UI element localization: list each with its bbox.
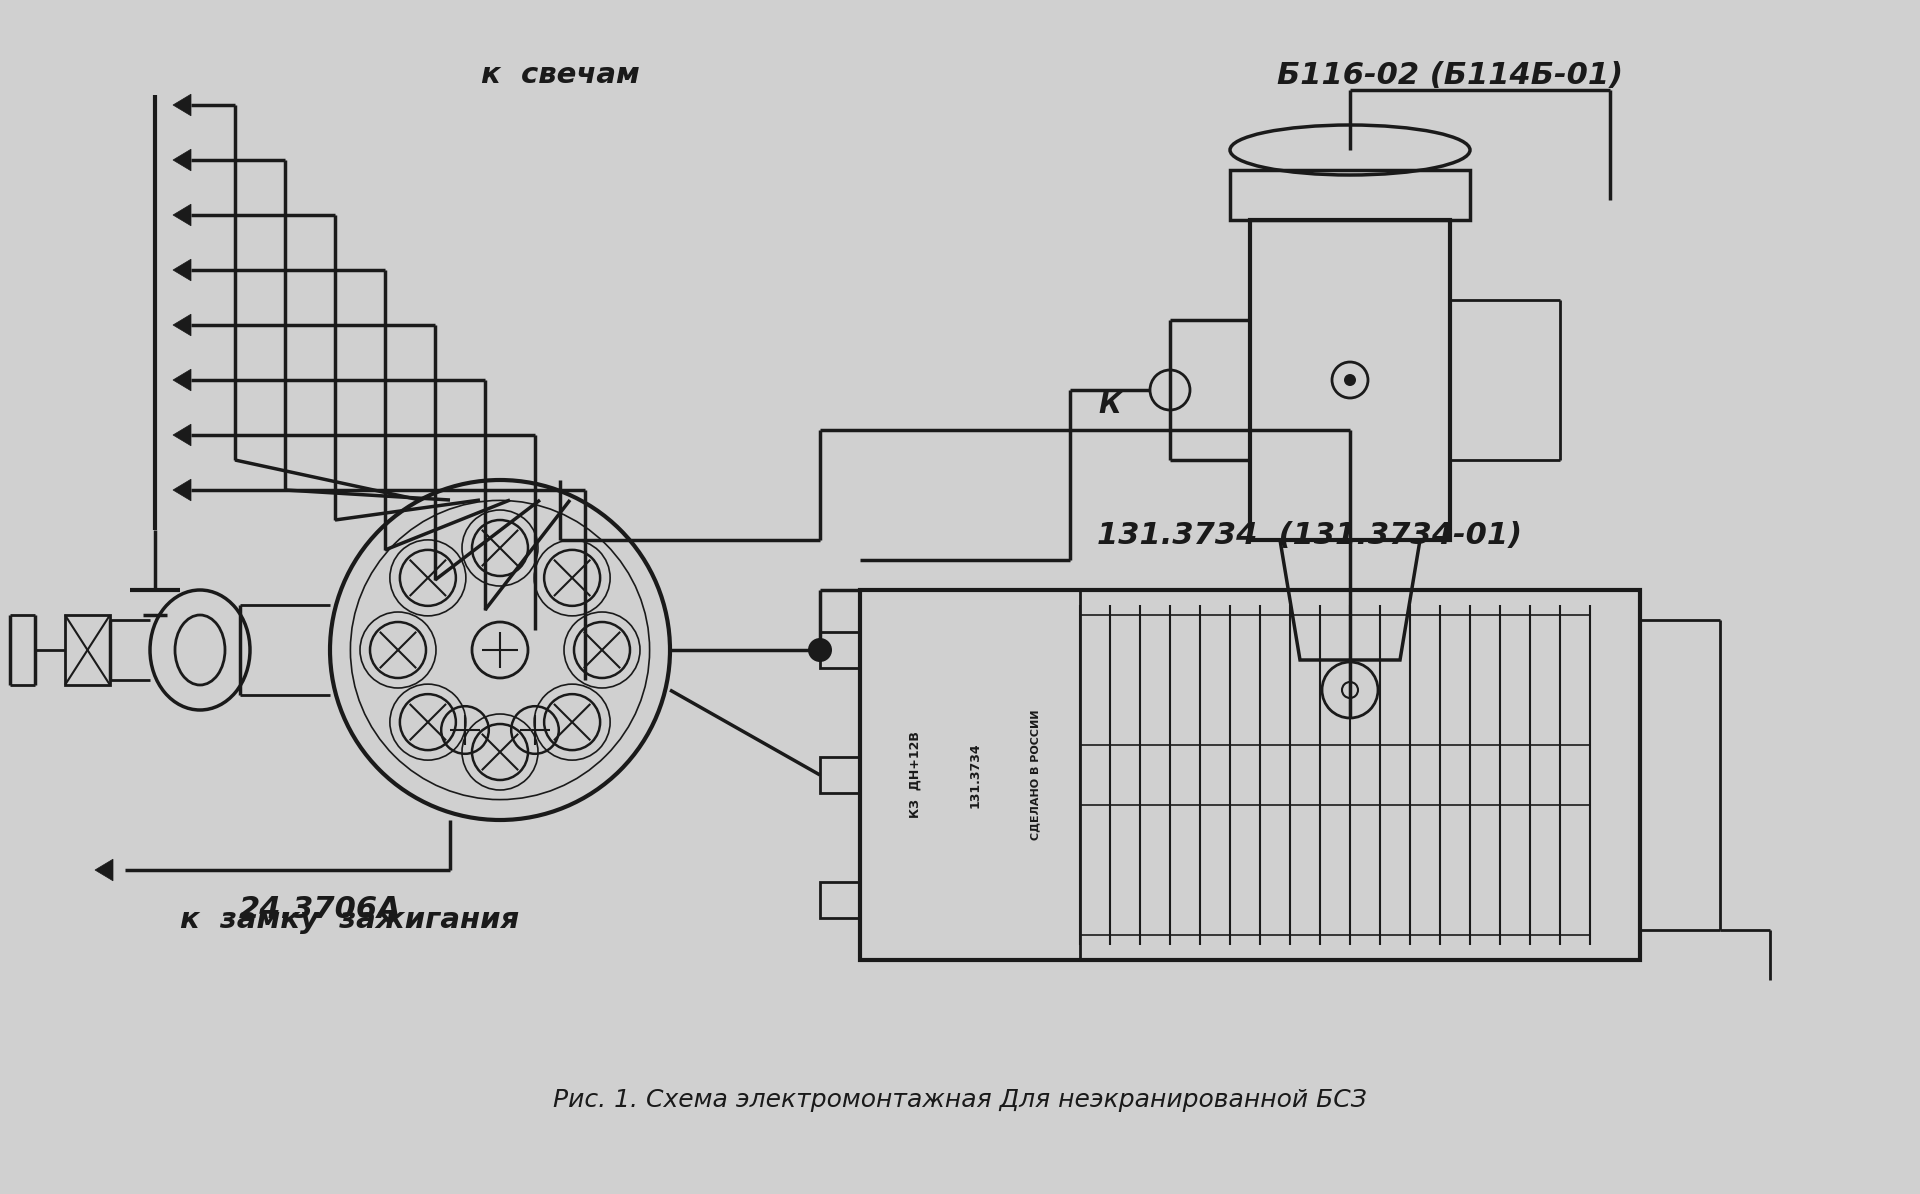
Text: КЗ  ДН+12В: КЗ ДН+12В xyxy=(908,732,922,818)
Polygon shape xyxy=(173,259,190,281)
Bar xyxy=(65,615,109,685)
Bar xyxy=(1231,170,1471,220)
Polygon shape xyxy=(173,369,190,390)
Text: к  свечам: к свечам xyxy=(480,61,639,90)
Polygon shape xyxy=(94,860,113,881)
Bar xyxy=(820,757,860,793)
Text: 131.3734  (131.3734-01): 131.3734 (131.3734-01) xyxy=(1098,521,1523,549)
Text: 24.3706А: 24.3706А xyxy=(238,896,401,924)
Text: Б116-02 (Б114Б-01): Б116-02 (Б114Б-01) xyxy=(1277,61,1622,90)
Text: Рис. 1. Схема электромонтажная Для неэкранированной БСЗ: Рис. 1. Схема электромонтажная Для неэкр… xyxy=(553,1088,1367,1112)
Circle shape xyxy=(1344,374,1356,386)
Polygon shape xyxy=(173,204,190,226)
Polygon shape xyxy=(173,314,190,336)
Bar xyxy=(820,632,860,667)
Polygon shape xyxy=(173,94,190,116)
Text: К: К xyxy=(1098,390,1121,419)
Text: СДЕЛАНО В РОССИИ: СДЕЛАНО В РОССИИ xyxy=(1029,709,1041,841)
Polygon shape xyxy=(173,424,190,445)
Polygon shape xyxy=(173,479,190,500)
Polygon shape xyxy=(173,149,190,171)
Bar xyxy=(1250,220,1450,540)
Circle shape xyxy=(808,638,831,661)
Bar xyxy=(820,882,860,918)
Text: к  замку  зажигания: к замку зажигания xyxy=(180,906,520,934)
Bar xyxy=(860,590,1079,960)
Text: 131.3734: 131.3734 xyxy=(968,743,981,808)
Bar xyxy=(860,590,1640,960)
